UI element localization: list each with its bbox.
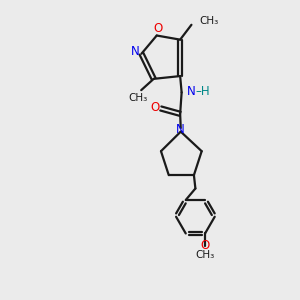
Text: N: N: [176, 123, 185, 136]
Text: CH₃: CH₃: [195, 250, 215, 260]
Text: N: N: [130, 45, 139, 58]
Text: O: O: [151, 101, 160, 114]
Text: CH₃: CH₃: [200, 16, 219, 26]
Text: –H: –H: [195, 85, 210, 98]
Text: N: N: [187, 85, 196, 98]
Text: O: O: [200, 239, 210, 253]
Text: CH₃: CH₃: [128, 93, 147, 103]
Text: O: O: [154, 22, 163, 35]
